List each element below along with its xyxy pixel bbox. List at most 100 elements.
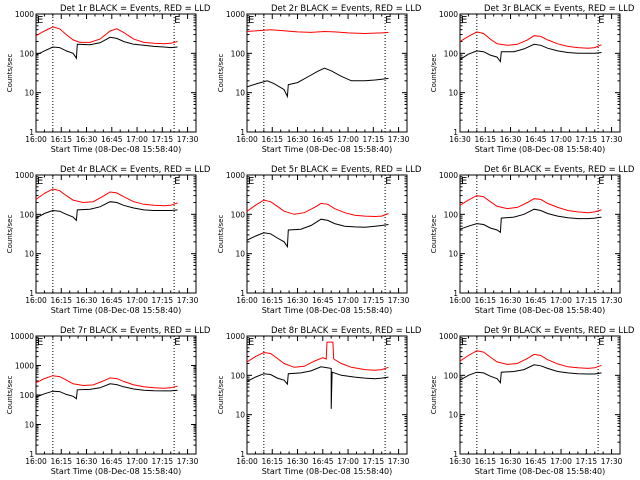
series-red-line [459,350,602,369]
x-axis-label: Start Time (08-Dec-08 15:58:40) [51,467,182,476]
x-tick-label: 17:00 [126,135,148,144]
series-black-line [35,201,178,222]
x-tick-label: 17:00 [337,296,359,305]
y-axis-label: Counts/sec [430,54,438,93]
y-tick-label: 1000 [439,332,458,341]
x-tick-label: 17:15 [152,135,174,144]
x-tick-label: 16:45 [101,135,123,144]
y-tick-label: 1 [453,450,458,459]
x-tick-label: 16:15 [474,457,496,466]
x-tick-label: 17:30 [601,296,623,305]
y-tick-label: 1 [240,128,245,137]
y-axis-label: Counts/sec [430,376,438,415]
x-tick-label: 16:30 [76,457,98,466]
panel-title: Det 2r BLACK = Events, RED = LLD [271,4,422,14]
y-axis-label: Counts/sec [217,215,225,254]
y-tick-label: 10 [448,411,458,420]
series-red-line [246,199,389,218]
y-axis-label: Counts/sec [430,215,438,254]
panel-title: Det 4r BLACK = Events, RED = LLD [60,165,211,175]
x-tick-label: 17:15 [152,457,174,466]
y-tick-label: 1 [453,128,458,137]
series-red-line [246,341,389,371]
panel-det-9: Det 9r BLACK = Events, RED = LLD 1 10 100 10… [430,326,635,476]
x-tick-label: 16:45 [312,296,334,305]
x-axis-label: Start Time (08-Dec-08 15:58:40) [262,467,393,476]
panel-title: Det 7r BLACK = Events, RED = LLD [60,326,211,336]
plot-frame [459,13,621,133]
y-tick-label: 10 [24,421,34,430]
y-tick-label: 10000 [10,332,34,341]
y-tick-label: 1 [29,128,34,137]
x-tick-label: 16:00 [236,296,258,305]
x-tick-label: 16:30 [500,296,522,305]
x-tick-label: 16:45 [525,457,547,466]
y-tick-label: 1000 [15,362,34,371]
marker-e-label: E [248,337,254,348]
x-tick-label: 16:15 [50,457,72,466]
x-tick-label: 16:15 [261,135,283,144]
x-tick-label: 16:00 [236,457,258,466]
y-axis-label: Counts/sec [6,376,14,415]
marker-e-label: E [37,337,43,348]
y-tick-label: 100 [444,371,459,380]
x-tick-label: 17:00 [126,296,148,305]
x-axis-label: Start Time (08-Dec-08 15:58:40) [262,145,393,154]
x-tick-label: 17:30 [388,296,410,305]
y-tick-label: 10 [448,89,458,98]
series-red-line [459,195,602,214]
y-tick-label: 100 [444,49,459,58]
y-tick-label: 10 [24,250,34,259]
series-black-line [35,383,178,400]
panel-det-8: Det 8r BLACK = Events, RED = LLD 1 10 100 10… [217,326,422,476]
x-axis-label: Start Time (08-Dec-08 15:58:40) [51,306,182,315]
series-red-line [35,26,178,45]
x-tick-label: 17:15 [576,296,598,305]
marker-e-label: E [174,337,180,348]
x-tick-label: 17:30 [177,135,199,144]
x-tick-label: 17:00 [550,457,572,466]
x-tick-label: 17:00 [337,457,359,466]
x-tick-label: 16:15 [474,135,496,144]
plot-frame [35,335,197,455]
y-tick-label: 10 [24,89,34,98]
marker-e-label: E [385,337,391,348]
x-tick-label: 17:00 [337,135,359,144]
x-tick-label: 16:30 [287,296,309,305]
panel-det-6: Det 6r BLACK = Events, RED = LLD 1 10 100 10… [430,165,635,315]
y-tick-label: 1 [29,289,34,298]
x-tick-label: 16:45 [101,457,123,466]
marker-e-label: E [461,15,467,26]
plot-frame [246,174,408,294]
x-tick-label: 16:00 [449,296,471,305]
x-tick-label: 17:15 [152,296,174,305]
panel-det-5: Det 5r BLACK = Events, RED = LLD 1 10 100 10… [217,165,422,315]
panel-title: Det 3r BLACK = Events, RED = LLD [484,4,635,14]
x-tick-label: 17:15 [576,457,598,466]
plot-frame [459,174,621,294]
x-tick-label: 17:30 [177,296,199,305]
x-tick-label: 17:30 [177,457,199,466]
y-tick-label: 1000 [15,171,34,180]
x-tick-label: 16:00 [236,135,258,144]
y-tick-label: 100 [20,49,35,58]
series-red-line [459,31,602,49]
x-tick-label: 16:15 [261,296,283,305]
x-tick-label: 17:00 [550,296,572,305]
series-black-line [246,67,389,99]
panel-title: Det 6r BLACK = Events, RED = LLD [484,165,635,175]
x-tick-label: 16:15 [50,296,72,305]
marker-e-label: E [174,15,180,26]
x-tick-label: 17:15 [363,135,385,144]
series-red-line [35,188,178,207]
panel-title: Det 9r BLACK = Events, RED = LLD [484,326,635,336]
marker-e-label: E [598,176,604,187]
series-black-line [459,364,602,384]
x-axis-label: Start Time (08-Dec-08 15:58:40) [475,145,606,154]
x-tick-label: 16:00 [25,135,47,144]
y-tick-label: 1 [240,289,245,298]
panel-title: Det 8r BLACK = Events, RED = LLD [271,326,422,336]
x-tick-label: 16:30 [449,457,471,466]
y-axis-label: Counts/sec [6,215,14,254]
marker-e-label: E [385,176,391,187]
